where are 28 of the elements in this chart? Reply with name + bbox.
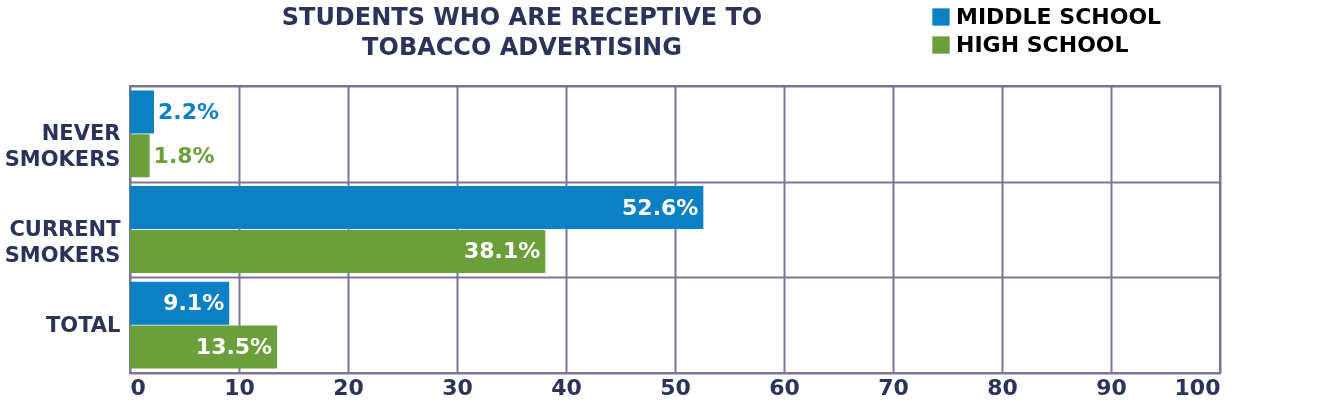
- bar: [130, 325, 278, 369]
- x-tick-label: 60: [769, 374, 800, 400]
- x-tick-label: 30: [442, 374, 473, 400]
- bar: [130, 90, 154, 134]
- y-tick-label: TOTAL: [45, 312, 121, 337]
- x-tick-label: 90: [1096, 374, 1127, 400]
- legend-label: HIGH SCHOOL: [956, 32, 1129, 57]
- data-label: 13.5%: [195, 334, 273, 360]
- x-tick-label: 40: [551, 374, 582, 400]
- legend-label: MIDDLE SCHOOL: [956, 4, 1162, 29]
- chart-title: STUDENTS WHO ARE RECEPTIVE TO TOBACCO ADVERTISING: [281, 3, 763, 61]
- data-label: 52.6%: [622, 194, 699, 220]
- x-tick-label: 70: [878, 374, 909, 400]
- data-label: 9.1%: [163, 290, 225, 316]
- x-tick-label: 100: [1174, 374, 1221, 400]
- x-tick-label: 80: [987, 374, 1018, 400]
- data-label: 1.8%: [153, 142, 215, 168]
- x-tick-label: 0: [130, 374, 146, 400]
- y-tick-label: NEVER SMOKERS: [4, 121, 121, 172]
- data-label: 2.2%: [157, 98, 219, 124]
- bar: [130, 186, 704, 230]
- x-tick-label: 50: [660, 374, 691, 400]
- data-label: 38.1%: [463, 238, 541, 264]
- y-tick-label: CURRENT SMOKERS: [4, 217, 122, 267]
- bar: [130, 229, 546, 273]
- x-tick-label: 20: [333, 374, 364, 400]
- bar: [130, 134, 150, 178]
- x-tick-label: 10: [224, 374, 255, 400]
